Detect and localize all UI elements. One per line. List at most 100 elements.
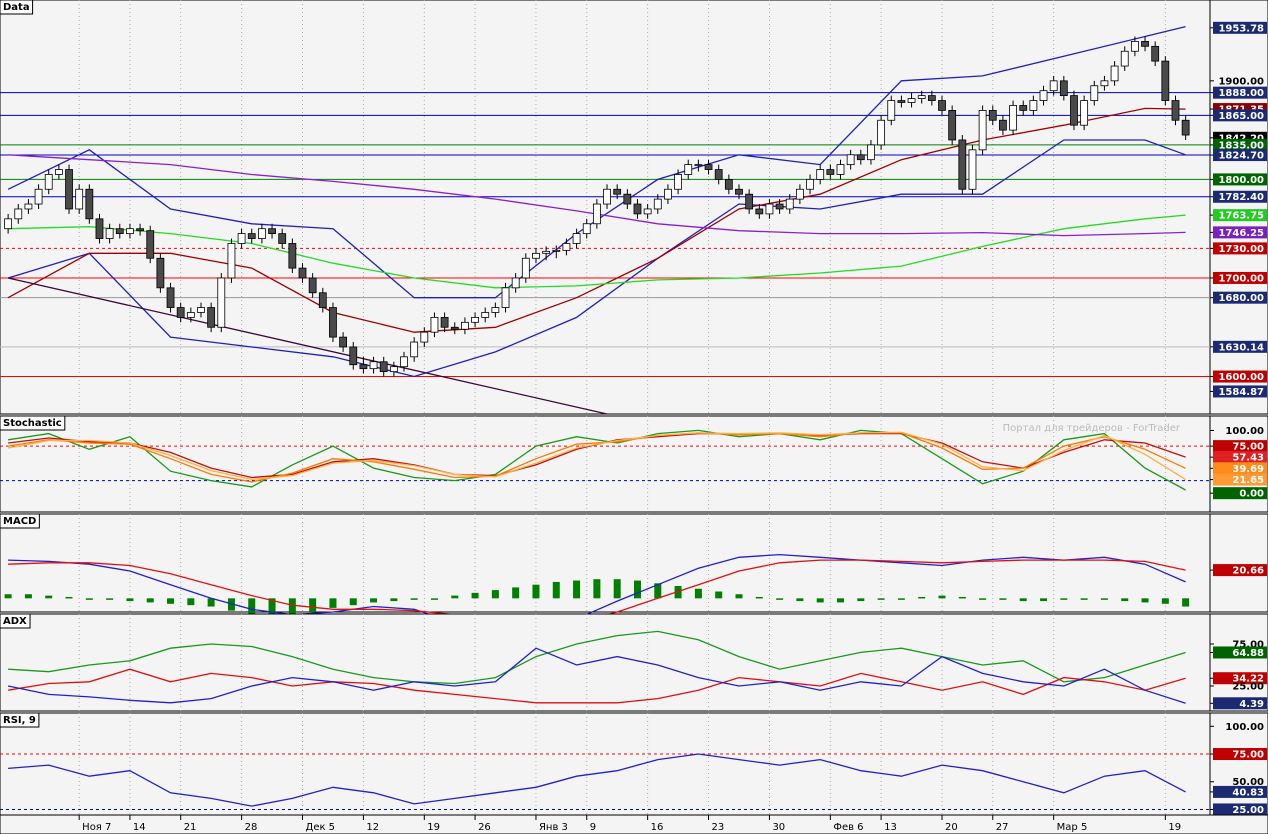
histogram-bar [187, 598, 195, 606]
histogram-bar [918, 596, 926, 599]
candle-body [288, 243, 297, 269]
price-label: 34.22 [1232, 674, 1264, 685]
histogram-bar [106, 598, 114, 600]
price-label: 25.00 [1232, 681, 1264, 692]
candle-body [1059, 80, 1068, 97]
price-label-box [1213, 226, 1267, 239]
candle-body [1049, 80, 1058, 92]
candle-body [1151, 45, 1160, 62]
price-label-box [1213, 451, 1267, 464]
indicator-line [7, 668, 1186, 704]
histogram-bar [410, 598, 418, 600]
histogram-bar [65, 596, 73, 599]
histogram-bar [207, 598, 215, 607]
histogram-bar [268, 598, 276, 618]
x-tick-label: 30 [772, 822, 785, 833]
price-label: 1746.25 [1218, 228, 1264, 239]
histogram-bar [390, 598, 398, 602]
panel-title: ADX [3, 616, 27, 627]
price-label-box [1213, 109, 1267, 122]
x-tick-label: 19 [1168, 822, 1181, 833]
price-label: 25.00 [1232, 805, 1264, 816]
histogram-bar [979, 598, 987, 600]
price-label: 1800.00 [1218, 175, 1264, 186]
histogram-bar [85, 598, 93, 600]
price-label-box [1213, 803, 1267, 816]
indicator-line [7, 25, 1186, 299]
candle-body [643, 208, 652, 215]
candle-body [197, 307, 205, 313]
histogram-bar [1060, 598, 1068, 600]
candle-body [653, 198, 662, 210]
indicator-line [7, 431, 1186, 481]
histogram-bar [4, 594, 12, 599]
histogram-bar [999, 598, 1007, 600]
panel-title: Data [3, 2, 30, 13]
price-label-box [1213, 473, 1267, 486]
histogram-bar [248, 598, 256, 615]
price-label: 1763.75 [1218, 211, 1264, 222]
histogram-bar [938, 595, 946, 599]
price-label: 1842.20 [1218, 133, 1264, 144]
x-tick-label: 12 [366, 822, 379, 833]
histogram-bar [24, 594, 32, 599]
price-label: 1900.00 [1218, 76, 1264, 87]
x-tick-label: 9 [590, 822, 596, 833]
price-label: 64.88 [1232, 648, 1264, 659]
histogram-bar [796, 598, 804, 602]
candle-body [1130, 41, 1139, 52]
candle-body [775, 203, 784, 210]
candle-body [704, 164, 713, 170]
panel-background [0, 415, 1268, 513]
candle-body [1171, 100, 1180, 121]
x-tick-label: 16 [651, 822, 664, 833]
candle-body [369, 361, 378, 370]
histogram-bar [958, 596, 966, 599]
candle-body [938, 100, 946, 111]
price-label: 20.66 [1232, 566, 1264, 577]
candle-body [440, 316, 449, 328]
x-tick-label: 21 [184, 822, 197, 833]
candle-body [450, 326, 459, 330]
indicator-line [8, 630, 1186, 685]
candle-body [14, 208, 23, 220]
price-label: 1680.00 [1218, 293, 1264, 304]
candle-body [176, 307, 185, 318]
candle-body [806, 178, 814, 190]
price-label: 1835.00 [1218, 140, 1264, 151]
price-label: 1584.87 [1218, 387, 1264, 398]
price-label: 1782.40 [1218, 192, 1264, 203]
histogram-bar [735, 594, 743, 599]
x-axis-band [0, 814, 1268, 834]
price-label: 1730.00 [1218, 244, 1264, 255]
candle-body [521, 257, 530, 279]
candle-body [1029, 100, 1038, 111]
candle-body [816, 169, 825, 180]
candle-body [1009, 105, 1017, 131]
price-label-box [1213, 149, 1267, 162]
x-tick-label: Дек 5 [306, 822, 336, 833]
panel-title-box [0, 513, 40, 529]
price-label-box [1213, 672, 1267, 685]
indicator-line [8, 553, 1186, 630]
candle-body [65, 169, 73, 210]
candle-body [887, 100, 896, 121]
candle-body [988, 110, 997, 121]
candle-body [664, 188, 672, 200]
indicator-line [8, 154, 1186, 237]
candle-body [795, 188, 804, 200]
candle-body [420, 331, 429, 343]
price-label: 1953.78 [1218, 23, 1264, 34]
price-label-box [1213, 487, 1267, 500]
candle-body [75, 188, 84, 210]
price-label: 1600.00 [1218, 372, 1264, 383]
histogram-bar [430, 598, 438, 600]
price-label-box [1213, 440, 1267, 453]
indicator-line [7, 277, 608, 415]
price-label-box [1213, 646, 1267, 659]
candle-body [1080, 100, 1089, 126]
panel-title-box [0, 613, 31, 629]
candle-body [907, 98, 916, 103]
price-label: 100.00 [1225, 722, 1264, 733]
histogram-bar [633, 580, 641, 599]
